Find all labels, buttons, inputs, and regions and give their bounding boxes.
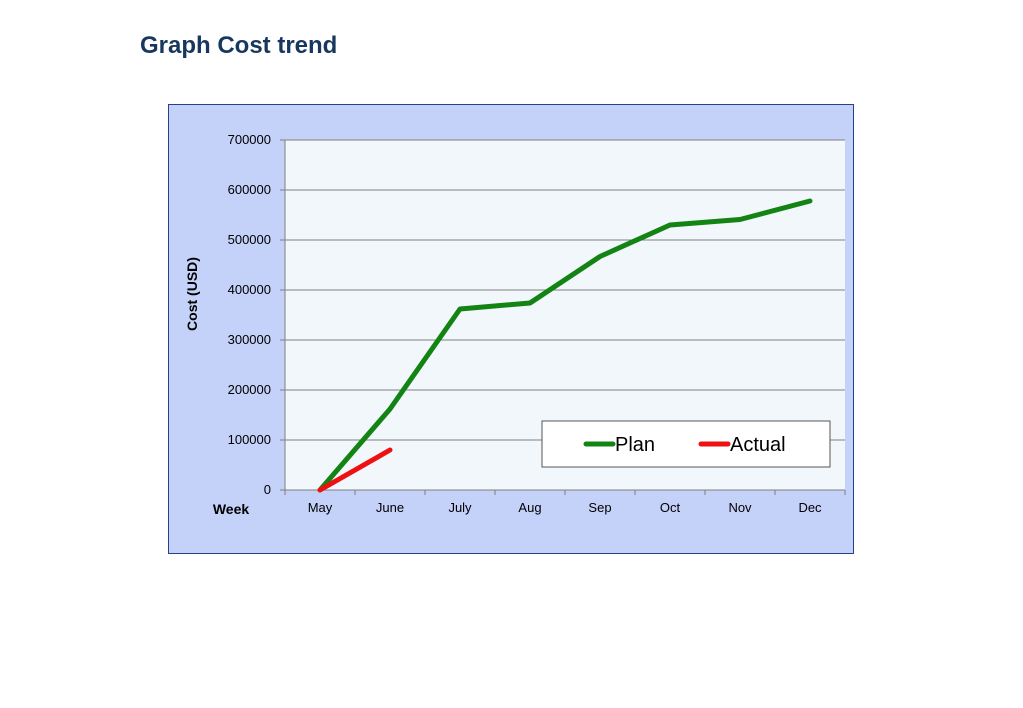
legend: Plan Actual: [541, 420, 831, 468]
x-tick-label: Aug: [518, 500, 541, 515]
x-tick-label: June: [376, 500, 404, 515]
x-tick-label: Nov: [728, 500, 752, 515]
y-tick-label: 100000: [228, 432, 271, 447]
legend-label-actual: Actual: [730, 434, 786, 456]
page-title: Graph Cost trend: [140, 32, 338, 59]
y-tick-label: 400000: [228, 282, 271, 297]
y-tick-label: 200000: [228, 382, 271, 397]
x-tick-label: July: [448, 500, 472, 515]
axes: 0 100000 200000 300000 400000 500000 600000 700…: [228, 132, 846, 515]
series-line-plan: [317, 198, 813, 493]
y-tick-label: 600000: [228, 182, 271, 197]
x-axis-title: Week: [213, 501, 250, 517]
y-axis-title: Cost (USD): [184, 257, 200, 331]
y-tick-label: 300000: [228, 332, 271, 347]
y-tick-label: 0: [264, 482, 271, 497]
legend-label-plan: Plan: [615, 434, 655, 456]
x-tick-label: Oct: [660, 500, 681, 515]
x-tick-label: Sep: [588, 500, 611, 515]
cost-trend-chart: 0 100000 200000 300000 400000 500000 600000 700…: [184, 132, 846, 517]
x-tick-label: May: [308, 500, 333, 515]
series-line-actual: [317, 447, 393, 493]
y-tick-label: 700000: [228, 132, 271, 147]
x-tick-label: Dec: [798, 500, 822, 515]
chart-frame: 0 100000 200000 300000 400000 500000 600000 700…: [168, 104, 854, 554]
series-lines: [317, 198, 813, 493]
y-tick-label: 500000: [228, 232, 271, 247]
